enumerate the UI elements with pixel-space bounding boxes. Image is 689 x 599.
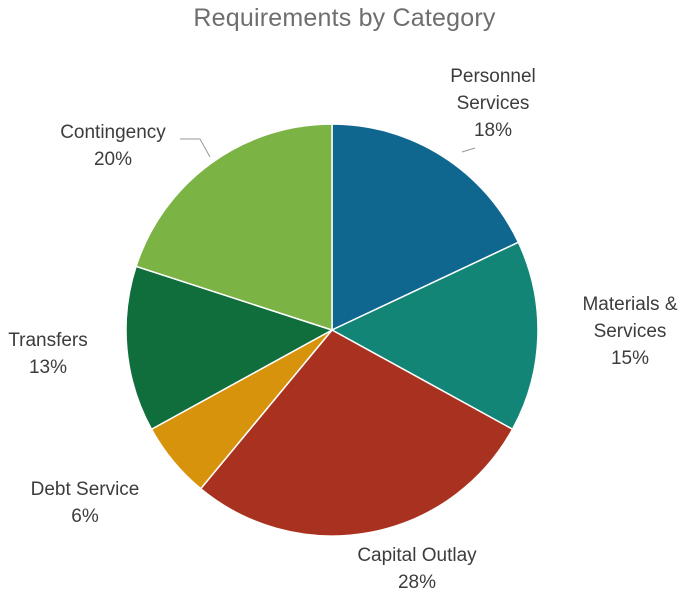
slice-value-label: 6% <box>71 506 99 527</box>
slice-value-label: 20% <box>94 149 132 170</box>
chart-title: Requirements by Category <box>193 4 496 32</box>
slice-category-label: Capital Outlay <box>357 545 477 566</box>
pie-slice-transfers <box>125 265 334 431</box>
slice-value-label: 28% <box>398 572 436 593</box>
slice-category-label: Services <box>457 93 530 114</box>
slice-value-label: 18% <box>474 120 512 141</box>
pie-slice-capital-outlay <box>199 329 514 537</box>
slice-category-label: Contingency <box>60 122 166 143</box>
slice-value-label: 15% <box>611 348 649 369</box>
pie-slice-materials-services <box>330 241 539 431</box>
slice-category-label: Services <box>594 321 667 342</box>
slice-label-group: Materials & Services 15% <box>582 294 677 369</box>
slice-category-label: Materials & <box>582 294 677 315</box>
leader-line <box>180 138 211 158</box>
leader-line <box>461 147 476 153</box>
slice-label-group: Debt Service 6% <box>31 479 140 527</box>
pie-slice-contingency <box>135 123 333 332</box>
slice-label-group: Personnel Services 18% <box>450 66 536 153</box>
slice-category-label: Transfers <box>8 330 88 351</box>
slice-label-group: Capital Outlay 28% <box>357 545 477 593</box>
slice-label-group: Contingency 20% <box>60 122 211 170</box>
slice-value-label: 13% <box>29 357 67 378</box>
pie-slice-personnel-services <box>331 123 520 332</box>
slice-category-label: Personnel <box>450 66 536 87</box>
slice-label-group: Transfers 13% <box>8 330 88 378</box>
slice-category-label: Debt Service <box>31 479 140 500</box>
